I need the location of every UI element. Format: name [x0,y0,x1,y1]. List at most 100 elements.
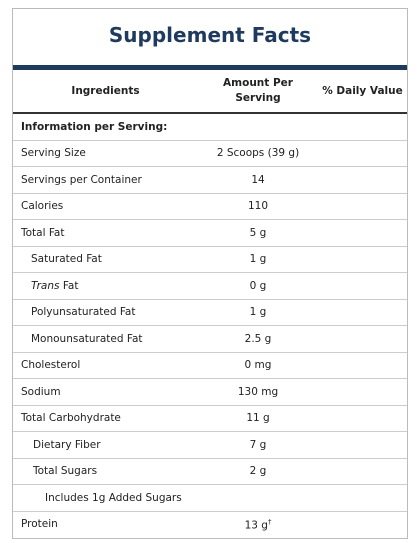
nutrient-row: Calories 110 [13,192,407,220]
daily-value-cell [318,325,407,352]
footnote-mark: † [267,517,272,526]
column-header: Amount Per Serving [198,70,318,114]
amount-cell: 11 g [198,404,318,432]
nutrient-label: Sodium [21,385,61,398]
nutrient-cell: Total Sugars [13,457,198,485]
nutrient-row: Total Fat 5 g [13,219,407,246]
daily-value-cell [318,404,407,432]
column-header: % Daily Value [318,70,407,114]
amount-cell: 1 g [198,245,318,273]
daily-value-cell [318,510,407,537]
nutrient-label: Servings per Container [21,173,142,186]
header-row: Ingredients Amount Per Serving % Daily V… [13,70,407,114]
supplement-panel: Supplement Facts Ingredients Amount Per … [12,8,408,539]
nutrient-label: Includes 1g Added Sugars [45,491,182,504]
amount: 0 mg [244,359,272,372]
nutrient-row: Servings per Container 14 [13,166,407,193]
amount-cell: 2 g [198,457,318,485]
nutrient-row: Total Sugars 2 g [13,457,407,485]
nutrient-row: Sodium 130 mg [13,378,407,405]
amount-cell: 7 g [198,431,318,458]
nutrient-row: Protein 13 g† [13,510,407,537]
nutrient-cell: Polyunsaturated Fat [13,298,198,326]
nutrient-row: Saturated Fat 1 g [13,245,407,273]
amount: 2 Scoops (39 g) [216,147,300,160]
nutrient-row: Monounsaturated Fat 2.5 g [13,325,407,352]
nutrient-cell: Includes 1g Added Sugars [13,484,198,511]
amount-cell: 14 [198,166,318,193]
section-row: Information per Serving: [13,113,407,140]
nutrient-label: Calories [21,200,64,213]
facts-table: Ingredients Amount Per Serving % Daily V… [13,70,407,537]
amount: 7 g [249,438,267,451]
daily-value-cell [318,272,407,299]
nutrient-cell: Calories [13,192,198,220]
daily-value-cell [318,192,407,220]
amount-cell: 2.5 g [198,325,318,352]
nutrient-row: Total Carbohydrate 11 g [13,404,407,432]
amount-cell: 13 g† [198,510,318,537]
daily-value-cell [318,219,407,246]
daily-value-cell [318,298,407,326]
nutrient-cell: Saturated Fat [13,245,198,273]
amount: 0 g [249,279,267,292]
nutrient-cell: Servings per Container [13,166,198,193]
daily-value-cell [318,457,407,485]
amount: 1 g [249,306,267,319]
amount-cell: 0 g [198,272,318,299]
nutrient-cell: Cholesterol [13,351,198,379]
nutrient-cell: Total Fat [13,219,198,246]
daily-value-cell [318,378,407,405]
nutrient-row: Polyunsaturated Fat 1 g [13,298,407,326]
nutrient-label-italic: Trans [31,279,60,292]
nutrient-label: Total Carbohydrate [21,412,121,425]
amount: 11 g [246,412,270,425]
nutrient-cell: Total Carbohydrate [13,404,198,432]
nutrient-label: Cholesterol [21,359,81,372]
nutrient-label: Serving Size [21,147,86,160]
nutrient-label: Total Fat [21,226,65,239]
daily-value-cell [318,139,407,167]
amount-cell [198,484,318,511]
nutrient-row: Trans Fat 0 g [13,272,407,299]
amount: 1 g [249,253,267,266]
nutrient-cell: Monounsaturated Fat [13,325,198,352]
amount: 14 [251,173,265,186]
nutrient-cell: Serving Size [13,139,198,167]
amount: 2 g [249,465,267,478]
nutrient-row: Cholesterol 0 mg [13,351,407,379]
nutrient-cell: Dietary Fiber [13,431,198,458]
daily-value-cell [318,431,407,458]
nutrient-cell: Sodium [13,378,198,405]
daily-value-cell [318,484,407,511]
daily-value-cell [318,351,407,379]
nutrient-cell: Trans Fat [13,272,198,299]
nutrient-label: Fat [62,279,79,292]
daily-value-cell [318,245,407,273]
amount-cell: 130 mg [198,378,318,405]
nutrient-cell: Protein [13,510,198,537]
nutrient-label: Dietary Fiber [33,438,101,451]
amount: 2.5 g [244,332,272,345]
nutrient-label: Saturated Fat [31,253,102,266]
amount-cell: 1 g [198,298,318,326]
title-band [13,65,407,70]
nutrient-row: Dietary Fiber 7 g [13,431,407,458]
column-header: Ingredients [13,70,198,114]
amount: 130 mg [237,385,279,398]
daily-value-cell [318,166,407,193]
nutrient-label: Protein [21,518,58,531]
nutrient-row: Serving Size 2 Scoops (39 g) [13,139,407,167]
nutrient-label: Total Sugars [33,465,98,478]
amount-cell: 0 mg [198,351,318,379]
section-label: Information per Serving: [21,120,168,133]
amount: 110 [247,200,269,213]
amount: 5 g [249,226,267,239]
amount-cell: 5 g [198,219,318,246]
amount: 13 g [244,519,268,531]
nutrient-label: Monounsaturated Fat [31,332,143,345]
panel-title: Supplement Facts [108,23,312,47]
amount-cell: 110 [198,192,318,220]
amount-cell: 2 Scoops (39 g) [198,139,318,167]
